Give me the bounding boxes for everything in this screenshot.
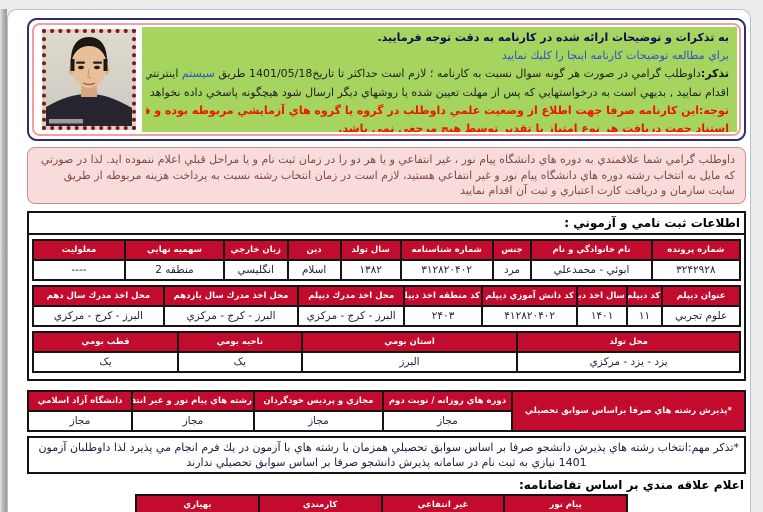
applicant-photo — [42, 29, 136, 130]
table-value-row: مجاز مجاز مجاز مجاز — [27, 409, 745, 432]
disability-value: ---- — [32, 258, 126, 281]
diploma-place-value: البرز - كرج - مركزي — [297, 304, 406, 327]
column-header: قطب بومي — [32, 330, 179, 353]
registration-tables: شماره پرونده نام خانوادگي و نام جنس شمار… — [29, 235, 744, 379]
reminder-prefix: تذكر: — [700, 67, 729, 81]
records-only-admission-header: *پذيرش رشته هاي صرفا براساس سوابق تحصيلي — [510, 389, 747, 432]
religion-value: اسلام — [286, 258, 342, 281]
interest-section-label: اعلام علاقه مندي بر اساس تقاضانامه: — [518, 477, 744, 492]
diploma-title-value: علوم تجربي — [661, 304, 741, 327]
column-header: معلوليت — [32, 238, 126, 261]
column-header: محل اخذ مدرك سال دهم — [32, 284, 165, 307]
foreign-language-value: انگليسي — [222, 258, 289, 281]
notice-text-panel: به تذكرات و توضيحات ارائه شده در كارنامه… — [142, 27, 737, 132]
column-header: رشته هاي پيام نور و غير انتفاعي — [131, 389, 255, 412]
portrait-illustration — [46, 33, 132, 126]
column-header: سال تولد — [339, 238, 402, 261]
reminder-body: داوطلب گرامي در صورت هر گونه سوال نسبت ب… — [214, 67, 701, 81]
native-district-value: يک — [176, 350, 303, 373]
column-header: غير انتفاعي — [380, 493, 506, 512]
reminder-line-1: تذكر:داوطلب گرامي در صورت هر گونه سوال ن… — [146, 65, 729, 83]
column-header: استان بومي — [300, 330, 519, 353]
column-header: بهياري — [135, 493, 260, 512]
table-header-row: عنوان ديپلم كد ديپلم سال اخذ ديپلم كد دا… — [32, 284, 741, 307]
table-header-row: شماره پرونده نام خانوادگي و نام جنس شمار… — [32, 238, 742, 261]
column-header: پيام نور — [503, 493, 628, 512]
table-value-row: يزد - يزد - مركزي البرز يک يک — [32, 350, 741, 373]
notice-title: به تذكرات و توضيحات ارائه شده در كارنامه… — [377, 31, 729, 44]
quota-value: منطقه 2 — [123, 258, 225, 281]
column-header: جنس — [491, 238, 533, 261]
column-header: زبان خارجي — [222, 238, 289, 261]
table-value-row: علوم تجربي ۱۱ ۱۴۰۱ ۴۱۲۸۲۰۴۰۲ ۲۴۰۳ البرز … — [32, 304, 741, 327]
notice-inner-frame: به تذكرات و توضيحات ارائه شده در كارنامه… — [32, 23, 741, 136]
warning-line-2: استناد جهت دريافت هر نوع امتياز يا تقدير… — [338, 122, 729, 132]
diploma-table: عنوان ديپلم كد ديپلم سال اخذ ديپلم كد دا… — [32, 284, 741, 327]
admission-table: *پذيرش رشته هاي صرفا براساس سوابق تحصيلي… — [27, 389, 747, 432]
column-header: سال اخذ ديپلم — [576, 284, 628, 307]
table-value-row: ۳۲۴۲۹۲۸ ابوئي - محمدعلي مرد ۳۱۲۸۲۰۴۰۲ ۱۳… — [32, 258, 742, 281]
photo-frame — [36, 27, 142, 132]
column-header: دين — [286, 238, 342, 261]
registration-section-title: اطلاعات ثبت نامي و آزموني : — [29, 213, 744, 235]
column-header: سهميه نهايي — [123, 238, 225, 261]
diploma-region-code-value: ۲۴۰۳ — [403, 304, 483, 327]
system-link-word[interactable]: سيستم — [181, 67, 215, 81]
note-line-1: *تذكر مهم:انتخاب رشته هاي پذيرش دانشجو ص… — [34, 440, 739, 454]
column-header: شماره شناسنامه — [399, 238, 494, 261]
karnameh-page: به تذكرات و توضيحات ارائه شده در كارنامه… — [7, 9, 751, 512]
note-line-2: 1401 نيازي به ثبت نام در سامانه پذيرش دا… — [186, 455, 587, 469]
grade10-place-value: البرز - كرج - مركزي — [32, 304, 165, 327]
interest-table: پيام نور غير انتفاعي كارمندي بهياري خير … — [135, 493, 628, 512]
window-left-edge — [0, 9, 7, 512]
pnu-interest-notice: داوطلب گرامي شما علاقمندي به دوره هاي دا… — [27, 147, 746, 204]
table-header-row: *پذيرش رشته هاي صرفا براساس سوابق تحصيلي… — [27, 389, 747, 432]
column-header: ناحيه بومي — [176, 330, 303, 353]
photo-watermark — [49, 119, 83, 124]
admission-section: *پذيرش رشته هاي صرفا براساس سوابق تحصيلي… — [27, 389, 747, 474]
important-note-box: *تذكر مهم:انتخاب رشته هاي پذيرش دانشجو ص… — [27, 435, 746, 474]
birthplace-value: يزد - يزد - مركزي — [516, 350, 741, 373]
column-header: كد منطقه اخذ ديپلم — [403, 284, 483, 307]
student-code-value: ۴۱۲۸۲۰۴۰۲ — [480, 304, 579, 327]
column-header: محل تولد — [516, 330, 741, 353]
table-header-row: پيام نور غير انتفاعي كارمندي بهياري — [135, 493, 628, 512]
id-number-value: ۳۱۲۸۲۰۴۰۲ — [399, 258, 494, 281]
azad-status-value: مجاز — [27, 409, 133, 432]
column-header: مجازي و پرديس خودگردان — [252, 389, 384, 412]
native-province-value: البرز — [300, 350, 519, 373]
column-header: كارمندي — [257, 493, 383, 512]
karnameh-guide-link[interactable]: براي مطالعه توضيحات كارنامه اينجا را كلي… — [501, 49, 729, 63]
registration-table: شماره پرونده نام خانوادگي و نام جنس شمار… — [32, 238, 742, 281]
birthplace-table: محل تولد استان بومي ناحيه بومي قطب بومي … — [32, 330, 741, 373]
column-header: محل اخذ مدرك ديپلم — [297, 284, 406, 307]
gender-value: مرد — [491, 258, 533, 281]
reminder-line-2: اقدام نماييد , بديهي است به درخواستهايي … — [146, 85, 729, 99]
virtual-campus-status-value: مجاز — [252, 409, 384, 432]
notice-box: به تذكرات و توضيحات ارائه شده در كارنامه… — [27, 18, 746, 141]
grade11-place-value: البرز - كرج - مركزي — [162, 304, 300, 327]
page-content: به تذكرات و توضيحات ارائه شده در كارنامه… — [27, 18, 747, 512]
daytime-status-value: مجاز — [381, 409, 513, 432]
registration-info-section: اطلاعات ثبت نامي و آزموني : شماره پرونده… — [27, 210, 746, 381]
column-header: نام خانوادگي و نام — [530, 238, 653, 261]
column-header: كد دانش آموزي ديپلم — [480, 284, 579, 307]
warning-line-1: توجه:اين كارنامه صرفا جهت اطلاع از وضعيت… — [146, 103, 729, 117]
interest-table-wrap: پيام نور غير انتفاعي كارمندي بهياري خير … — [27, 492, 746, 512]
column-header: دانشگاه آزاد اسلامي — [27, 389, 133, 412]
table-header-row: محل تولد استان بومي ناحيه بومي قطب بومي — [32, 330, 741, 353]
native-pole-value: يک — [32, 350, 179, 373]
diploma-code-value: ۱۱ — [625, 304, 664, 327]
diploma-year-value: ۱۴۰۱ — [576, 304, 628, 327]
full-name-value: ابوئي - محمدعلي — [530, 258, 653, 281]
column-header: دوره هاي روزانه / نوبت دوم — [381, 389, 513, 412]
reminder-tail: اينترنتي ارسال درخواست — [146, 67, 179, 81]
column-header: كد ديپلم — [625, 284, 664, 307]
pnu-status-value: مجاز — [131, 409, 255, 432]
file-number-value: ۳۲۴۲۹۲۸ — [650, 258, 742, 281]
column-header: محل اخذ مدرك سال يازدهم — [162, 284, 300, 307]
birth-year-value: ۱۳۸۲ — [339, 258, 402, 281]
column-header: عنوان ديپلم — [661, 284, 741, 307]
column-header: شماره پرونده — [650, 238, 742, 261]
